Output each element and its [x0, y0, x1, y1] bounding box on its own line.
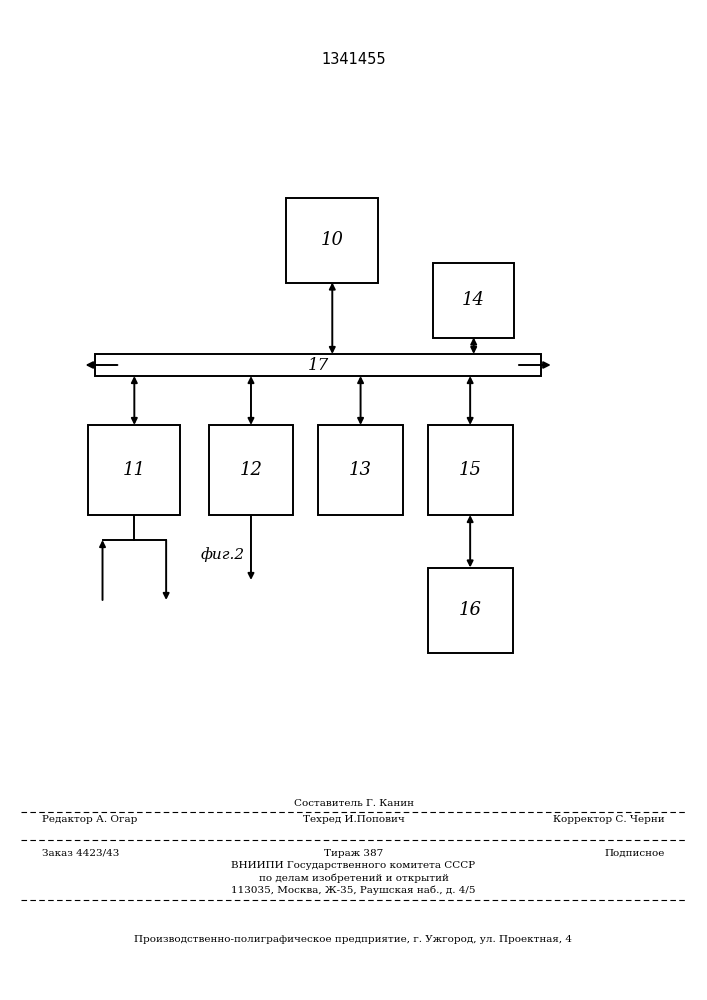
Text: фиг.2: фиг.2	[201, 548, 245, 562]
Text: 113035, Москва, Ж-35, Раушская наб., д. 4/5: 113035, Москва, Ж-35, Раушская наб., д. …	[231, 885, 476, 895]
Text: 12: 12	[240, 461, 262, 479]
Bar	[88, 425, 180, 515]
Text: 16: 16	[459, 601, 481, 619]
Text: 15: 15	[459, 461, 481, 479]
Bar	[428, 567, 513, 652]
Text: 1341455: 1341455	[321, 52, 386, 68]
Bar	[209, 425, 293, 515]
Text: Заказ 4423/43: Заказ 4423/43	[42, 848, 119, 857]
Bar	[95, 354, 541, 376]
Bar	[318, 425, 403, 515]
Text: 17: 17	[308, 357, 329, 373]
Bar	[433, 262, 515, 338]
Text: 11: 11	[123, 461, 146, 479]
Text: 10: 10	[321, 231, 344, 249]
Text: 13: 13	[349, 461, 372, 479]
Text: Тираж 387: Тираж 387	[324, 848, 383, 857]
Text: 14: 14	[462, 291, 485, 309]
Text: ВНИИПИ Государственного комитета СССР: ВНИИПИ Государственного комитета СССР	[231, 860, 476, 869]
Text: Составитель Г. Канин: Составитель Г. Канин	[293, 800, 414, 808]
Text: Производственно-полиграфическое предприятие, г. Ужгород, ул. Проектная, 4: Производственно-полиграфическое предприя…	[134, 936, 573, 944]
Bar	[286, 198, 378, 282]
Text: Корректор С. Черни: Корректор С. Черни	[553, 816, 665, 824]
Text: Подписное: Подписное	[604, 848, 665, 857]
Text: Техред И.Попович: Техред И.Попович	[303, 816, 404, 824]
Text: по делам изобретений и открытий: по делам изобретений и открытий	[259, 873, 448, 883]
Text: Редактор А. Огар: Редактор А. Огар	[42, 816, 138, 824]
Bar	[428, 425, 513, 515]
